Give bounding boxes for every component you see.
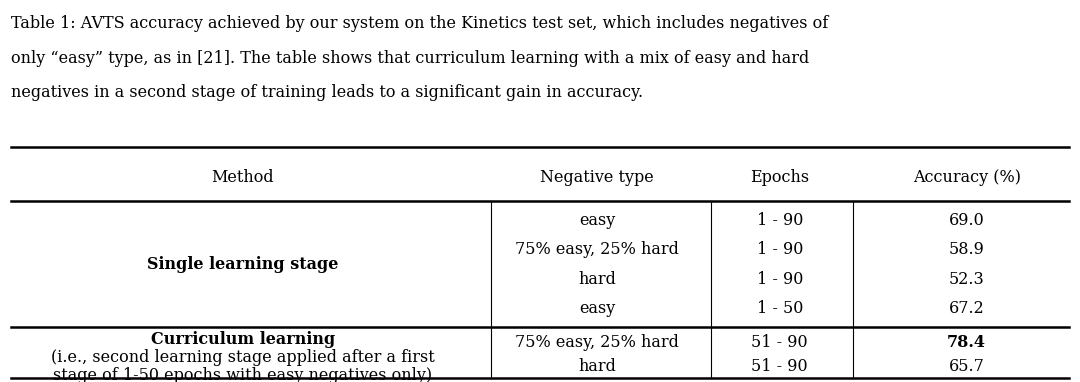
Text: hard: hard <box>578 358 617 375</box>
Text: 51 - 90: 51 - 90 <box>752 358 808 375</box>
Text: easy: easy <box>579 212 616 229</box>
Text: 65.7: 65.7 <box>948 358 985 375</box>
Text: Curriculum learning: Curriculum learning <box>151 330 335 348</box>
Text: (i.e., second learning stage applied after a first: (i.e., second learning stage applied aft… <box>51 349 435 366</box>
Text: Accuracy (%): Accuracy (%) <box>913 169 1021 186</box>
Text: 58.9: 58.9 <box>948 241 985 259</box>
Text: 1 - 90: 1 - 90 <box>757 212 802 229</box>
Text: only “easy” type, as in [21]. The table shows that curriculum learning with a mi: only “easy” type, as in [21]. The table … <box>11 50 809 67</box>
Text: 67.2: 67.2 <box>948 300 985 317</box>
Text: stage of 1-50 epochs with easy negatives only): stage of 1-50 epochs with easy negatives… <box>53 367 433 382</box>
Text: Epochs: Epochs <box>751 169 809 186</box>
Text: 78.4: 78.4 <box>947 334 986 351</box>
Text: 75% easy, 25% hard: 75% easy, 25% hard <box>515 241 679 259</box>
Text: Table 1: AVTS accuracy achieved by our system on the Kinetics test set, which in: Table 1: AVTS accuracy achieved by our s… <box>11 15 828 32</box>
Text: Single learning stage: Single learning stage <box>147 256 339 273</box>
Text: easy: easy <box>579 300 616 317</box>
Text: 52.3: 52.3 <box>948 270 985 288</box>
Text: 1 - 90: 1 - 90 <box>757 241 802 259</box>
Text: negatives in a second stage of training leads to a significant gain in accuracy.: negatives in a second stage of training … <box>11 84 643 101</box>
Text: Negative type: Negative type <box>540 169 654 186</box>
Text: Method: Method <box>212 169 274 186</box>
Text: hard: hard <box>578 270 617 288</box>
Text: 51 - 90: 51 - 90 <box>752 334 808 351</box>
Text: 75% easy, 25% hard: 75% easy, 25% hard <box>515 334 679 351</box>
Text: 69.0: 69.0 <box>948 212 985 229</box>
Text: 1 - 50: 1 - 50 <box>757 300 802 317</box>
Text: 1 - 90: 1 - 90 <box>757 270 802 288</box>
